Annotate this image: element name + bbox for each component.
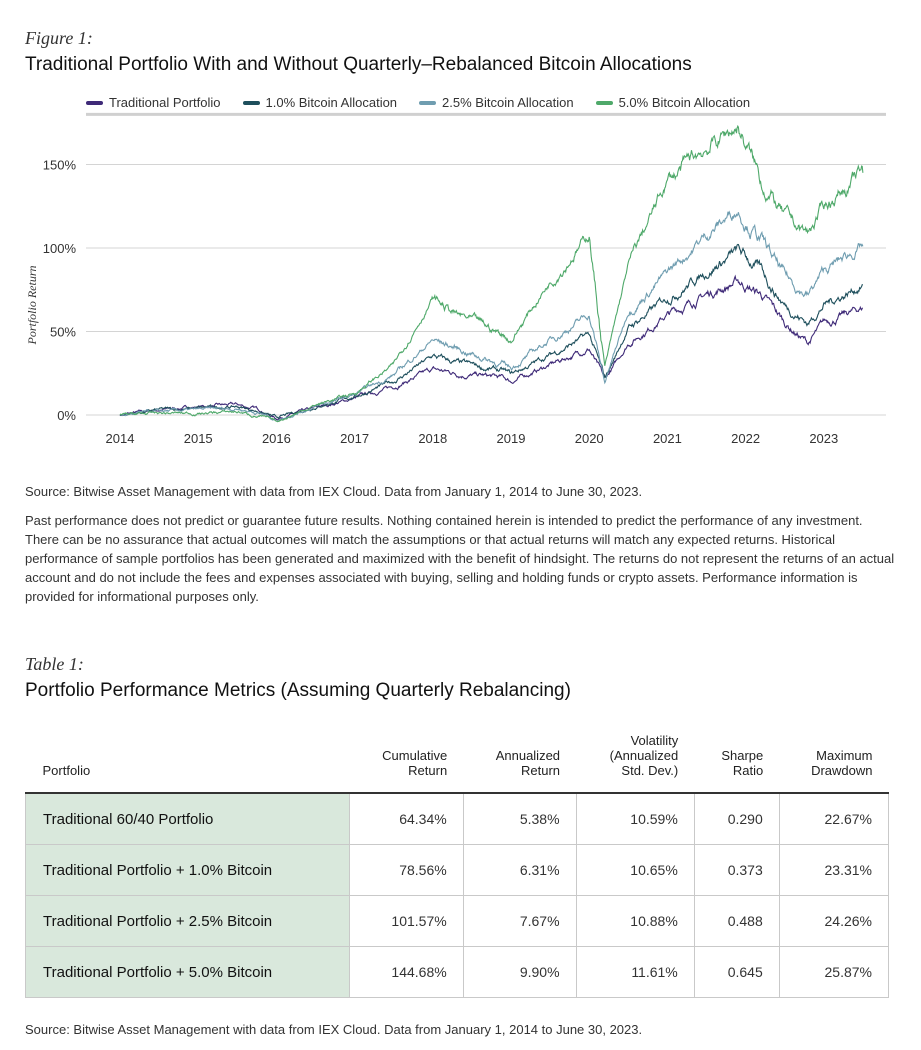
line-chart: 0% 50% 100% 150% 2014 2015 2016 2017 2018 2019 202…	[25, 112, 886, 446]
table-cell: 7.67%	[462, 895, 577, 947]
legend-swatch	[242, 100, 260, 105]
table-cell: 9.90%	[462, 946, 577, 998]
legend-item: 5.0% Bitcoin Allocation	[595, 95, 751, 110]
legend-label: 1.0% Bitcoin Allocation	[265, 95, 398, 110]
figure-label: Figure 1:	[25, 28, 93, 48]
y-axis-label: Portfolio Return	[25, 266, 39, 346]
column-header-line: Return	[521, 763, 561, 778]
table-cell: 0.645	[693, 946, 780, 998]
legend-item: 2.5% Bitcoin Allocation	[419, 95, 574, 110]
table-cell: 0.290	[693, 792, 780, 845]
table-cell: 6.31%	[462, 844, 577, 896]
row-label: Traditional 60/40 Portfolio	[25, 792, 350, 845]
y-tick-label: 50%	[50, 325, 76, 340]
table-row: Traditional Portfolio + 2.5% Bitcoin 101.…	[25, 895, 890, 947]
column-header-line: Portfolio	[42, 763, 91, 778]
column-header-line: Volatility	[630, 733, 679, 748]
legend-label: 2.5% Bitcoin Allocation	[442, 95, 574, 110]
table-cell: 24.26%	[778, 895, 890, 947]
legend-item: 1.0% Bitcoin Allocation	[242, 95, 398, 110]
figure-title: Traditional Portfolio With and Without Q…	[25, 54, 692, 75]
table-title: Portfolio Performance Metrics (Assuming …	[25, 680, 571, 701]
column-header-line: Return	[408, 763, 448, 778]
column-header-line: Sharpe	[721, 748, 764, 763]
column-header-line: (Annualized	[609, 748, 679, 763]
legend-swatch	[419, 100, 437, 105]
y-tick-label: 150%	[43, 158, 77, 173]
x-tick-label: 2023	[809, 431, 838, 446]
table-cell: 23.31%	[778, 844, 890, 896]
table-cell: 25.87%	[778, 946, 890, 998]
legend-swatch	[595, 100, 613, 105]
column-header: Maximum Drawdown	[779, 722, 888, 793]
table-label: Table 1:	[25, 654, 84, 674]
x-tick-label: 2015	[184, 431, 213, 446]
column-header-line: Annualized	[495, 748, 561, 763]
table-cell: 11.61%	[575, 946, 695, 998]
row-label: Traditional Portfolio + 1.0% Bitcoin	[25, 844, 350, 896]
column-header: Sharpe Ratio	[694, 722, 779, 793]
series-line-0	[119, 274, 863, 421]
x-tick-label: 2014	[106, 431, 135, 446]
legend-label: 5.0% Bitcoin Allocation	[618, 95, 751, 110]
series-line-3	[119, 124, 864, 423]
table-row: Traditional 60/40 Portfolio 64.34% 5.38% 10…	[25, 792, 890, 845]
series-line-1	[119, 243, 863, 420]
chart-source: Source: Bitwise Asset Management with da…	[25, 484, 643, 499]
metrics-table: Portfolio Cumulative Return Annualized Retur…	[25, 722, 890, 998]
x-tick-label: 2019	[497, 431, 526, 446]
column-header-line: Drawdown	[811, 763, 873, 778]
column-header: Portfolio	[26, 722, 350, 793]
chart-legend: Traditional Portfolio 1.0% Bitcoin Alloca…	[86, 95, 750, 110]
y-tick-label: 100%	[43, 241, 77, 256]
column-header-line: Cumulative	[382, 748, 448, 763]
legend-label: Traditional Portfolio	[109, 95, 221, 110]
column-header: Annualized Return	[463, 722, 576, 793]
table-cell: 22.67%	[778, 792, 890, 845]
table-cell: 10.88%	[575, 895, 695, 947]
table-cell: 0.373	[693, 844, 780, 896]
x-tick-label: 2022	[731, 431, 760, 446]
x-tick-label: 2020	[575, 431, 604, 446]
column-header: Volatility (Annualized Std. Dev.)	[576, 722, 694, 793]
disclaimer: Past performance does not predict or gua…	[25, 513, 895, 604]
legend-item: Traditional Portfolio	[86, 95, 221, 110]
table-source: Source: Bitwise Asset Management with da…	[25, 1022, 643, 1037]
table-cell: 101.57%	[349, 895, 464, 947]
column-header-line: Std. Dev.)	[621, 763, 679, 778]
table-row: Traditional Portfolio + 5.0% Bitcoin 144.…	[25, 946, 890, 998]
column-header-line: Maximum	[816, 748, 873, 763]
table-cell: 78.56%	[349, 844, 464, 896]
x-tick-label: 2021	[653, 431, 682, 446]
table-cell: 10.65%	[575, 844, 695, 896]
table-cell: 10.59%	[575, 792, 695, 845]
column-header: Cumulative Return	[350, 722, 464, 793]
column-header-line: Ratio	[732, 763, 764, 778]
y-tick-label: 0%	[57, 408, 76, 423]
table-header-row: Portfolio Cumulative Return Annualized Retur…	[25, 722, 889, 793]
table-cell: 5.38%	[462, 792, 577, 845]
legend-swatch	[86, 100, 103, 105]
table-cell: 144.68%	[349, 946, 464, 998]
x-tick-label: 2017	[340, 431, 369, 446]
table-cell: 64.34%	[349, 792, 464, 845]
row-label: Traditional Portfolio + 5.0% Bitcoin	[25, 946, 350, 998]
x-tick-label: 2016	[262, 431, 291, 446]
table-cell: 0.488	[693, 895, 780, 947]
row-label: Traditional Portfolio + 2.5% Bitcoin	[25, 895, 350, 947]
table-row: Traditional Portfolio + 1.0% Bitcoin 78.5…	[25, 844, 890, 896]
x-tick-label: 2018	[418, 431, 447, 446]
series-line-2	[119, 210, 864, 422]
